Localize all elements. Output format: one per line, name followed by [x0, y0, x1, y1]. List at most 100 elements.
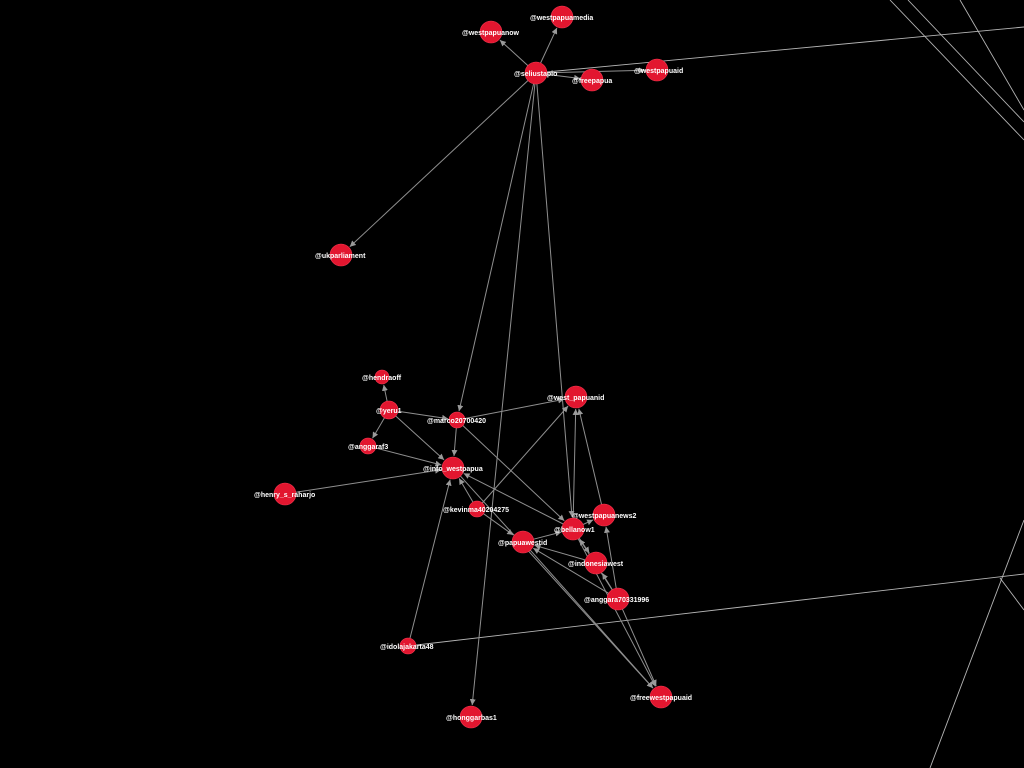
node-circle[interactable]: [649, 685, 673, 709]
node-anggara7[interactable]: @anggara70331996: [584, 587, 649, 611]
node-circle[interactable]: [584, 551, 608, 575]
extended-edge: [407, 573, 1024, 647]
node-label: @ukparliament: [315, 253, 366, 260]
node-circle[interactable]: [511, 530, 535, 554]
node-label: @anggaraf3: [348, 444, 388, 451]
edge-seliustapio-to-freepapua: [546, 73, 581, 81]
node-circle[interactable]: [592, 503, 616, 527]
edge-marco-to-bellanow1: [462, 425, 565, 522]
node-ukparliament[interactable]: @ukparliament: [315, 243, 366, 267]
node-label: @yeru1: [376, 408, 402, 415]
node-label: @freewestpapuaid: [630, 695, 692, 702]
edge-henry-to-info_westpapua: [295, 467, 442, 493]
node-label: @westpapuanews2: [572, 513, 637, 520]
node-label: @westpapuamedia: [530, 15, 593, 22]
node-circle[interactable]: [550, 5, 574, 29]
node-westpapuamedia[interactable]: @westpapuamedia: [530, 5, 593, 29]
node-circle[interactable]: [561, 517, 585, 541]
node-anggaraf3[interactable]: @anggaraf3: [348, 437, 388, 455]
node-label: @hendraoff: [362, 375, 402, 382]
node-circle[interactable]: [441, 456, 465, 480]
node-indonesiawest[interactable]: @indonesiawest: [568, 551, 624, 575]
edge-info_westpapua-to-freewestpapuaid: [460, 475, 654, 689]
node-label: @indonesiawest: [568, 561, 624, 568]
edge-marco-to-west_papuanid: [464, 397, 565, 419]
node-label: @idolajakarta48: [380, 644, 434, 651]
node-westpapuaid[interactable]: @westpapuaid: [634, 58, 683, 82]
extended-edge: [959, 0, 1024, 111]
extended-edge: [929, 519, 1024, 768]
node-idolajakarta48[interactable]: @idolajakarta48: [380, 637, 434, 655]
node-west_papuanid[interactable]: @west_papuanid: [547, 385, 604, 409]
node-label: @marco20700420: [427, 418, 486, 425]
edge-seliustapio-to-bellanow1: [536, 83, 575, 518]
edge-idolajakarta48-to-info_westpapua: [409, 479, 452, 639]
node-circle[interactable]: [564, 385, 588, 409]
node-label: @bellanow1: [554, 527, 595, 534]
node-hendraoff[interactable]: @hendraoff: [362, 369, 402, 385]
node-circle[interactable]: [645, 58, 669, 82]
node-label: @papuawestid: [498, 540, 547, 547]
node-circle[interactable]: [448, 411, 466, 429]
edge-indonesiawest-to-papuawestid: [534, 544, 586, 561]
node-bellanow1[interactable]: @bellanow1: [554, 517, 595, 541]
node-label: @kevinma40204275: [443, 507, 509, 514]
node-label: @west_papuanid: [547, 395, 604, 402]
node-circle[interactable]: [374, 369, 390, 385]
edge-yeru1-to-anggaraf3: [372, 417, 385, 439]
edge-seliustapio-to-ukparliament: [349, 80, 529, 248]
edge-seliustapio-to-marco: [457, 83, 535, 412]
node-circle[interactable]: [359, 437, 377, 455]
node-label: @seliustapio: [514, 71, 557, 78]
node-info_westpapua[interactable]: @info_westpapua: [423, 456, 483, 480]
node-circle[interactable]: [606, 587, 630, 611]
node-kevinma[interactable]: @kevinma40204275: [443, 500, 509, 518]
node-westpapuanow[interactable]: @westpapuanow: [462, 20, 520, 44]
extended-edge: [907, 0, 1024, 123]
node-papuawestid[interactable]: @papuawestid: [498, 530, 547, 554]
edge-westpapuanews2-to-west_papuanid: [577, 408, 602, 505]
edges-layer: [295, 0, 1024, 768]
node-honggarbas1[interactable]: @honggarbas1: [446, 705, 497, 729]
edge-papuawestid-to-bellanow1: [533, 530, 562, 540]
edge-kevinma-to-west_papuanid: [481, 405, 569, 504]
node-westpapuanews2[interactable]: @westpapuanews2: [572, 503, 637, 527]
node-label: @anggara70331996: [584, 597, 649, 604]
edge-seliustapio-to-westpapuanow: [499, 39, 529, 66]
node-label: @info_westpapua: [423, 466, 483, 473]
edge-kevinma-to-info_westpapua: [458, 478, 474, 503]
edge-anggara7-to-papuawestid: [533, 547, 609, 594]
node-circle[interactable]: [459, 705, 483, 729]
node-circle[interactable]: [580, 68, 604, 92]
node-circle[interactable]: [329, 243, 353, 267]
node-label: @henry_s_raharjo: [254, 492, 315, 499]
node-label: @westpapuaid: [634, 68, 683, 75]
edge-yeru1-to-marco: [397, 410, 449, 421]
extended-edge: [535, 26, 1024, 74]
node-freewestpapuaid[interactable]: @freewestpapuaid: [630, 685, 692, 709]
node-freepapua[interactable]: @freepapua: [572, 68, 612, 92]
node-seliustapio[interactable]: @seliustapio: [514, 61, 557, 85]
extended-edge: [889, 0, 1024, 141]
node-circle[interactable]: [524, 61, 548, 85]
edge-bellanow1-to-westpapuanews2: [582, 519, 594, 526]
edge-seliustapio-to-westpapuamedia: [540, 27, 558, 64]
edge-seliustapio-to-honggarbas1: [469, 83, 536, 706]
extended-edge: [999, 577, 1024, 611]
node-label: @westpapuanow: [462, 30, 520, 37]
edge-bellanow1-to-info_westpapua: [463, 472, 564, 525]
edge-yeru1-to-info_westpapua: [395, 415, 445, 461]
node-circle[interactable]: [273, 482, 297, 506]
node-label: @freepapua: [572, 78, 612, 85]
edge-anggara7-to-freewestpapuaid: [621, 608, 657, 687]
edge-kevinma-to-papuawestid: [483, 513, 514, 536]
edge-bellanow1-to-west_papuanid: [572, 408, 579, 519]
node-henry[interactable]: @henry_s_raharjo: [254, 482, 315, 506]
node-circle[interactable]: [379, 400, 399, 420]
node-marco[interactable]: @marco20700420: [427, 411, 486, 429]
node-circle[interactable]: [399, 637, 417, 655]
node-circle[interactable]: [479, 20, 503, 44]
node-circle[interactable]: [468, 500, 486, 518]
node-yeru1[interactable]: @yeru1: [376, 400, 402, 420]
